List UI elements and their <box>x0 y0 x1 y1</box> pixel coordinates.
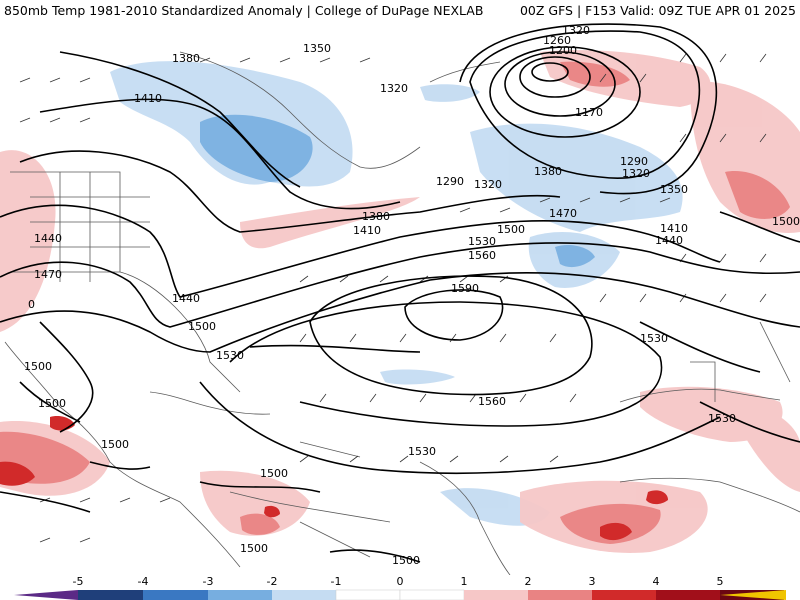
contour-label: 1500 <box>497 223 525 236</box>
contour-label: 1380 <box>172 52 200 65</box>
colorbar-segment <box>335 589 401 600</box>
colorbar-segment <box>78 590 143 600</box>
colorbar-arrow-low <box>14 590 78 600</box>
colorbar-segment <box>592 590 656 600</box>
contour-label: 1260 <box>543 34 571 47</box>
contour-label: 1290 <box>620 155 648 168</box>
contour-label: 1500 <box>772 215 800 228</box>
weather-map[interactable]: 1380 1350 1320 1320 1260 1200 1170 1410 … <box>0 22 800 575</box>
contour-label: 1500 <box>38 397 66 410</box>
colorbar-tick-label: -4 <box>137 575 149 588</box>
contour-label: 1590 <box>451 282 479 295</box>
contour-label: 1380 <box>362 210 390 223</box>
colorbar-segment <box>143 590 208 600</box>
colorbar-arrow-high <box>720 590 786 600</box>
colorbar-tick-label: -1 <box>330 575 342 588</box>
model-valid-time: 00Z GFS | F153 Valid: 09Z TUE APR 01 202… <box>519 3 796 18</box>
contour-label: 1320 <box>474 178 502 191</box>
contour-label: 1320 <box>622 167 650 180</box>
colorbar-tick-label: 5 <box>716 575 724 588</box>
contour-label: 1560 <box>468 249 496 262</box>
map-borders <box>4 51 800 575</box>
colorbar-segment <box>464 590 528 600</box>
contour-label: 1500 <box>188 320 216 333</box>
contour-label: 1350 <box>303 42 331 55</box>
contour-label: 1380 <box>534 165 562 178</box>
colorbar-tick-label: 1 <box>460 575 468 588</box>
colorbar-segment <box>272 590 336 600</box>
contour-label: 1410 <box>353 224 381 237</box>
contour-label: 0 <box>28 298 35 311</box>
contour-label: 1500 <box>24 360 52 373</box>
contour-label: 1440 <box>655 234 683 247</box>
contour-label: 1500 <box>260 467 288 480</box>
colorbar-tick-label: -3 <box>202 575 214 588</box>
colorbar-tick-label: -5 <box>72 575 84 588</box>
map-canvas: 1380 1350 1320 1320 1260 1200 1170 1410 … <box>0 23 800 575</box>
strong-negative-anomaly-shading <box>200 114 595 268</box>
colorbar-tick-label: 0 <box>396 575 404 588</box>
contour-label: 1350 <box>660 183 688 196</box>
contour-label: 1530 <box>408 445 436 458</box>
contour-label: 1410 <box>134 92 162 105</box>
contour-label: 1530 <box>216 349 244 362</box>
contour-label: 1560 <box>478 395 506 408</box>
colorbar-segment <box>528 590 592 600</box>
header-bar: 850mb Temp 1981-2010 Standardized Anomal… <box>0 0 800 22</box>
colorbar-segment <box>656 590 720 600</box>
contour-label: 1500 <box>240 542 268 555</box>
contour-label: 1410 <box>660 222 688 235</box>
contour-label: 1470 <box>549 207 577 220</box>
contour-label: 1500 <box>392 554 420 567</box>
colorbar-segment <box>208 590 272 600</box>
colorbar-tick-label: -2 <box>266 575 278 588</box>
contour-label: 1440 <box>172 292 200 305</box>
colorbar-segment <box>399 589 465 600</box>
colorbar-tick-label: 4 <box>652 575 660 588</box>
contour-label: 1170 <box>575 106 603 119</box>
contour-label: 1200 <box>549 44 577 57</box>
contour-label: 1500 <box>101 438 129 451</box>
contour-label: 1290 <box>436 175 464 188</box>
contour-label: 1530 <box>640 332 668 345</box>
colorbar-tick-label: 3 <box>588 575 596 588</box>
map-title: 850mb Temp 1981-2010 Standardized Anomal… <box>4 3 484 18</box>
height-contours <box>0 23 800 563</box>
extreme-positive-anomaly-shading <box>0 415 668 541</box>
colorbar-segments <box>14 589 786 600</box>
contour-label: 1530 <box>468 235 496 248</box>
contour-label: 1440 <box>34 232 62 245</box>
contour-label: 1470 <box>34 268 62 281</box>
wind-barbs <box>19 53 767 543</box>
contour-label: 1320 <box>380 82 408 95</box>
color-scale-bar <box>14 589 786 600</box>
contour-label-group: 1380 1350 1320 1320 1260 1200 1170 1410 … <box>24 24 800 567</box>
color-scale-legend: -5 -4 -3 -2 -1 0 1 2 3 4 5 <box>0 575 800 600</box>
contour-label: 1320 <box>562 24 590 37</box>
colorbar-tick-label: 2 <box>524 575 532 588</box>
contour-label: 1530 <box>708 412 736 425</box>
